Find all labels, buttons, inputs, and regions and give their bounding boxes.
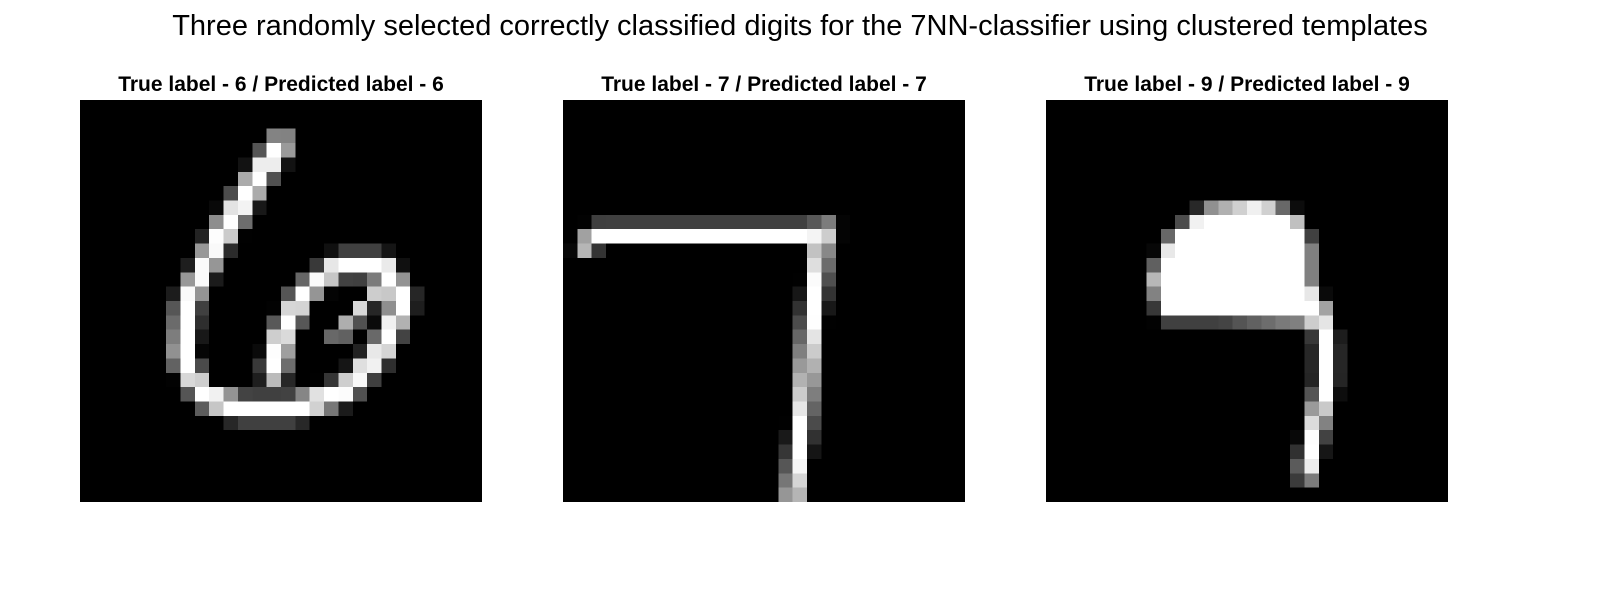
digit-image-6 [80, 100, 482, 502]
digit-panel-9: True label - 9 / Predicted label - 9 [1046, 70, 1448, 502]
panel-title: True label - 9 / Predicted label - 9 [1084, 73, 1410, 96]
digit-panel-7: True label - 7 / Predicted label - 7 [563, 70, 965, 502]
digit-image-9 [1046, 100, 1448, 502]
panel-title: True label - 6 / Predicted label - 6 [118, 73, 444, 96]
digit-panel-6: True label - 6 / Predicted label - 6 [80, 70, 482, 502]
figure-title: Three randomly selected correctly classi… [172, 10, 1428, 42]
panel-title: True label - 7 / Predicted label - 7 [601, 73, 927, 96]
digit-image-7 [563, 100, 965, 502]
